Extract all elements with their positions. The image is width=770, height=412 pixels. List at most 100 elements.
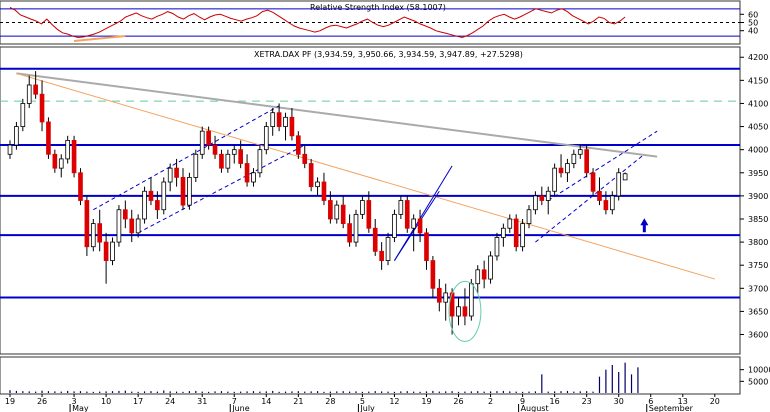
candle — [14, 126, 19, 146]
candle — [385, 237, 391, 261]
price-tick-label: 3600 — [748, 331, 768, 340]
candle — [372, 227, 378, 252]
candle — [193, 153, 199, 178]
candle — [142, 190, 147, 220]
candle — [199, 130, 205, 155]
candle — [321, 181, 327, 201]
price-frame — [0, 46, 741, 355]
price-tick-label: 3750 — [748, 261, 768, 270]
x-axis: 19 26 3 10 17 24 31 7 14 21 28 5 12 19 26 2 9 16 23 30 6 13 20… — [5, 394, 720, 412]
x-day-label: 21 — [293, 397, 303, 406]
price-tick-label: 3800 — [748, 238, 768, 247]
candle — [603, 200, 609, 211]
candle — [244, 163, 250, 183]
candle — [577, 149, 583, 155]
candle — [417, 218, 423, 234]
candle — [90, 223, 96, 248]
x-day-label: 3 — [72, 397, 77, 406]
candle — [123, 209, 128, 220]
candle — [340, 204, 346, 225]
price-tick-label: 4100 — [748, 99, 768, 108]
candle — [289, 116, 295, 137]
candle — [539, 195, 545, 201]
rsi-tick-label: 40 — [748, 27, 758, 36]
candle — [52, 153, 58, 169]
rsi-line — [9, 7, 626, 39]
trendline — [547, 130, 658, 201]
price-tick-label: 4200 — [748, 53, 768, 62]
candle — [353, 213, 359, 243]
candle — [404, 200, 410, 229]
candle — [436, 287, 442, 303]
candle — [533, 195, 538, 211]
candle — [263, 126, 269, 151]
candle — [360, 200, 365, 215]
candle — [206, 130, 211, 146]
price-tick-label: 3950 — [748, 169, 768, 178]
price-tick-label: 4000 — [748, 146, 768, 155]
candle — [26, 84, 32, 104]
candle — [155, 200, 160, 211]
candle — [20, 103, 26, 127]
candle — [276, 112, 282, 127]
x-month-label: September — [649, 404, 694, 412]
candle — [565, 163, 570, 174]
candle — [584, 149, 589, 174]
candle — [308, 163, 314, 188]
candle — [167, 167, 173, 183]
candle — [46, 121, 51, 155]
trendline — [93, 105, 280, 211]
price-tick-label: 3650 — [748, 307, 768, 316]
candle — [161, 181, 167, 211]
price-title: XETRA.DAX PF (3,934.59, 3,950.66, 3,934.… — [254, 50, 523, 59]
candle — [33, 84, 38, 95]
candle — [609, 195, 615, 211]
x-day-label: 19 — [5, 397, 15, 406]
x-day-label: 30 — [614, 397, 624, 406]
candle — [296, 135, 301, 155]
price-tick-label: 3850 — [748, 215, 768, 224]
candle — [456, 306, 461, 317]
candle — [558, 167, 564, 174]
candle — [302, 153, 308, 164]
candle — [270, 112, 276, 127]
x-month-label: May — [72, 404, 89, 412]
candle — [520, 223, 525, 248]
x-month-label: August — [521, 404, 549, 412]
candle — [616, 172, 622, 197]
x-day-label: 7 — [232, 397, 237, 406]
volume-frame — [0, 356, 741, 395]
candle — [462, 306, 468, 317]
candle — [571, 153, 577, 164]
volume-tick-label: 10000 — [748, 366, 770, 375]
candle — [597, 190, 602, 201]
candle — [366, 200, 372, 229]
candle — [212, 144, 218, 155]
candle — [622, 173, 628, 181]
annotation-arrow-up — [640, 218, 649, 233]
candle — [347, 223, 352, 243]
price-panel: XETRA.DAX PF (3,934.59, 3,950.66, 3,934.… — [0, 46, 768, 355]
candle — [430, 260, 436, 289]
candle — [129, 218, 135, 234]
trendline — [16, 72, 658, 158]
candle — [501, 227, 506, 238]
candle — [84, 200, 90, 248]
candle — [513, 218, 519, 248]
candle — [526, 209, 532, 225]
candle — [507, 218, 513, 229]
candle — [411, 218, 416, 229]
x-day-label: 5 — [360, 397, 365, 406]
price-tick-label: 4150 — [748, 76, 768, 85]
price-tick-label: 3700 — [748, 284, 768, 293]
candle — [39, 93, 45, 123]
candle — [315, 181, 320, 188]
x-day-label: 9 — [520, 397, 525, 406]
x-day-label: 24 — [165, 397, 175, 406]
candle — [552, 167, 557, 192]
x-day-label: 19 — [421, 397, 431, 406]
candle — [398, 200, 404, 215]
rsi-tick-label: 60 — [748, 10, 758, 19]
trendline — [535, 153, 645, 243]
